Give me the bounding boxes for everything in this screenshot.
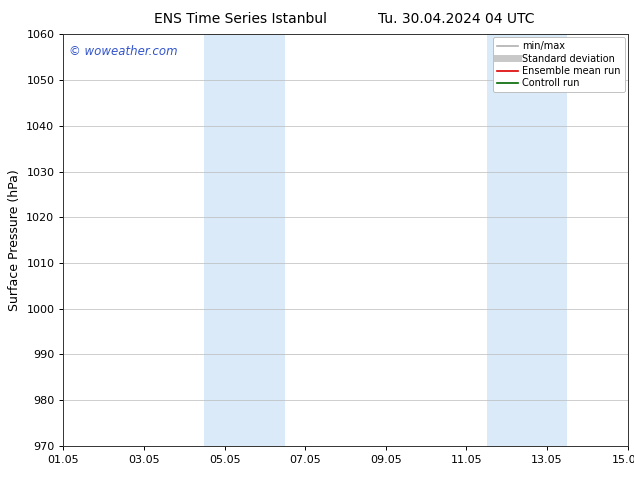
Bar	[487, 34, 567, 446]
Legend: min/max, Standard deviation, Ensemble mean run, Controll run: min/max, Standard deviation, Ensemble me…	[493, 37, 624, 92]
Text: © woweather.com: © woweather.com	[69, 45, 178, 58]
Bar	[204, 34, 285, 446]
Y-axis label: Surface Pressure (hPa): Surface Pressure (hPa)	[8, 169, 21, 311]
Text: Tu. 30.04.2024 04 UTC: Tu. 30.04.2024 04 UTC	[378, 12, 534, 26]
Text: ENS Time Series Istanbul: ENS Time Series Istanbul	[155, 12, 327, 26]
